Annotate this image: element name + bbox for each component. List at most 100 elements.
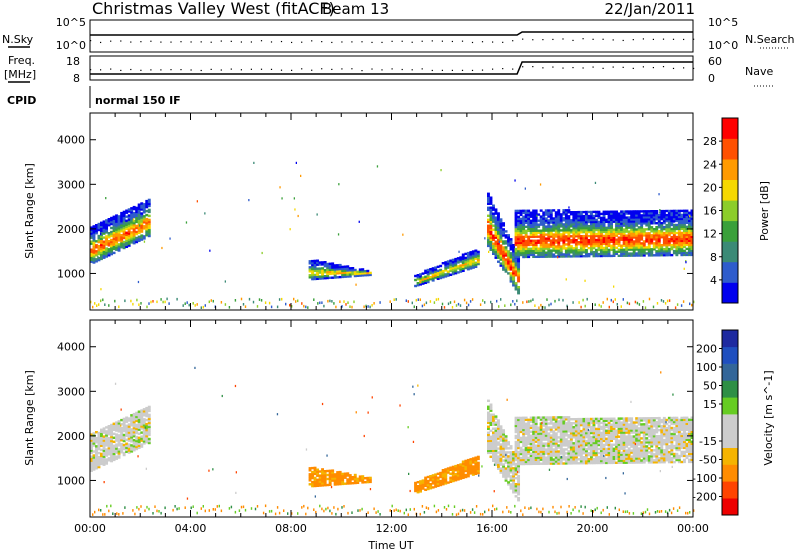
data-cell <box>192 302 194 305</box>
data-cell <box>577 450 581 453</box>
data-cell <box>456 478 460 481</box>
data-cell <box>92 257 96 260</box>
data-cell <box>114 299 116 303</box>
data-cell <box>647 244 651 247</box>
data-cell <box>647 236 651 239</box>
data-cell <box>592 451 596 455</box>
data-cell <box>125 243 129 247</box>
data-cell <box>667 215 671 219</box>
data-cell <box>127 234 131 237</box>
data-cell <box>326 274 330 278</box>
data-cell <box>343 265 347 268</box>
data-cell <box>557 215 561 218</box>
data-cell <box>137 209 141 212</box>
data-cell <box>323 472 327 475</box>
data-cell <box>667 225 671 229</box>
data-cell <box>529 225 533 229</box>
data-cell <box>632 423 636 426</box>
data-cell <box>464 266 468 270</box>
data-cell <box>492 224 495 227</box>
data-cell <box>582 423 586 427</box>
data-cell <box>542 430 546 433</box>
data-cell <box>308 276 312 279</box>
data-cell <box>102 447 106 450</box>
data-cell <box>142 430 146 433</box>
data-cell <box>323 482 327 485</box>
data-cell <box>547 456 551 459</box>
data-cell <box>524 229 528 233</box>
data-cell <box>630 226 634 229</box>
data-cell <box>552 430 556 433</box>
data-cell <box>537 462 541 466</box>
data-cell <box>117 217 121 220</box>
data-cell <box>484 237 486 240</box>
data-cell <box>117 233 121 236</box>
data-cell <box>590 447 593 451</box>
data-cell <box>532 452 536 456</box>
data-cell <box>557 422 561 425</box>
data-cell <box>526 300 528 304</box>
nave-sample <box>311 69 313 71</box>
data-cell <box>110 240 114 244</box>
data-cell <box>147 413 151 417</box>
data-cell <box>130 215 134 218</box>
data-cell <box>135 232 139 236</box>
data-cell <box>514 469 518 472</box>
data-cell <box>574 460 578 463</box>
data-cell <box>429 487 433 490</box>
nave-sample <box>361 69 363 72</box>
data-cell <box>117 235 121 238</box>
data-cell <box>667 217 671 221</box>
data-cell <box>610 218 614 222</box>
data-cell <box>497 435 500 438</box>
data-cell <box>441 477 445 480</box>
data-cell <box>145 410 149 414</box>
data-cell <box>562 462 566 465</box>
data-cell <box>471 254 475 257</box>
data-cell <box>539 183 542 186</box>
data-cell <box>670 235 674 239</box>
data-cell <box>665 219 669 223</box>
data-cell <box>90 445 93 448</box>
data-cell <box>637 234 641 237</box>
data-cell <box>600 449 603 453</box>
data-cell <box>90 437 93 440</box>
data-cell <box>645 234 649 237</box>
nave-sample <box>532 66 534 68</box>
data-cell <box>615 240 619 244</box>
data-cell <box>107 427 111 430</box>
data-cell <box>647 254 651 257</box>
velocity-cells <box>90 366 695 516</box>
data-cell <box>554 456 558 459</box>
data-cell <box>429 270 433 273</box>
data-cell <box>308 260 312 263</box>
data-cell <box>539 434 543 437</box>
data-cell <box>660 250 664 253</box>
data-cell <box>161 246 163 250</box>
data-cell <box>441 473 445 476</box>
data-cell <box>471 250 475 253</box>
data-cell <box>321 478 325 481</box>
data-cell <box>514 454 518 458</box>
data-cell <box>539 416 543 419</box>
data-cell <box>683 233 686 237</box>
data-cell <box>471 465 475 468</box>
data-cell <box>512 453 516 456</box>
data-cell <box>622 230 626 233</box>
data-cell <box>100 247 103 251</box>
data-cell <box>305 305 307 309</box>
data-cell <box>512 246 516 249</box>
data-cell <box>489 242 493 246</box>
data-cell <box>620 427 624 430</box>
data-cell <box>466 475 470 478</box>
data-cell <box>567 247 571 250</box>
data-cell <box>675 225 679 229</box>
data-cell <box>504 258 508 261</box>
data-cell <box>336 481 340 484</box>
data-cell <box>107 220 111 223</box>
data-cell <box>612 220 616 223</box>
data-cell <box>650 234 654 237</box>
data-cell <box>610 423 614 426</box>
data-cell <box>585 423 588 427</box>
data-cell <box>677 241 681 245</box>
